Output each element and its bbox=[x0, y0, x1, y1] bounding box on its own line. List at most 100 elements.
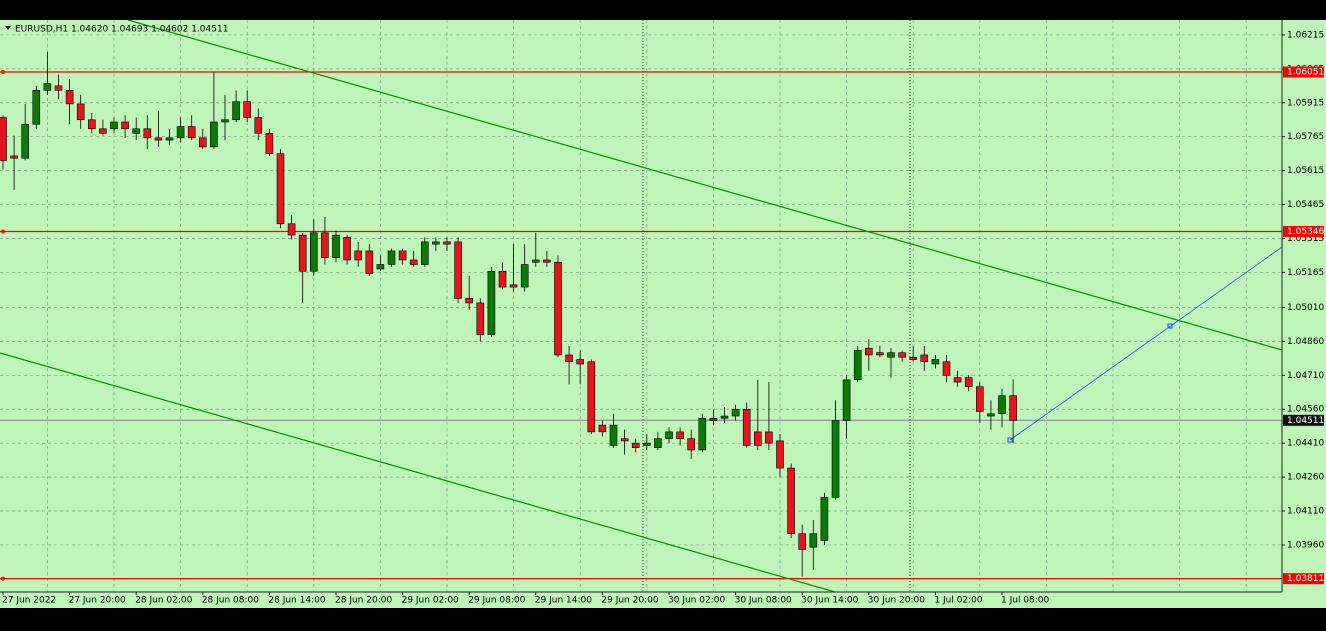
candle-body bbox=[210, 121, 218, 148]
x-tick-label: 30 Jun 20:00 bbox=[868, 596, 925, 606]
candle-body bbox=[853, 350, 862, 381]
candle-body bbox=[642, 442, 651, 446]
candle-body bbox=[454, 241, 462, 299]
candle-body bbox=[232, 101, 240, 121]
level-label: 1.04511 bbox=[1287, 416, 1324, 426]
candle-body bbox=[953, 377, 962, 383]
candle-body bbox=[409, 259, 418, 265]
candle-body bbox=[276, 153, 285, 225]
candle-body bbox=[631, 442, 640, 448]
candle-body bbox=[76, 103, 85, 121]
candle-body bbox=[898, 352, 906, 358]
level-anchor bbox=[1, 229, 5, 234]
candle-body bbox=[654, 438, 662, 448]
candle-body bbox=[687, 438, 696, 451]
candle-body bbox=[121, 121, 129, 130]
candle-body bbox=[975, 386, 984, 412]
candle-body bbox=[498, 270, 507, 288]
candle-body bbox=[887, 352, 895, 358]
x-tick-label: 29 Jun 08:00 bbox=[468, 596, 525, 606]
y-tick-label: 1.05010 bbox=[1287, 303, 1324, 313]
y-tick-label: 1.04860 bbox=[1287, 337, 1324, 347]
candle-body bbox=[531, 259, 540, 263]
candle-body bbox=[165, 137, 174, 141]
candle-body bbox=[520, 264, 529, 288]
candle-body bbox=[942, 361, 951, 376]
y-tick-label: 1.04110 bbox=[1287, 507, 1324, 517]
candle-body bbox=[487, 270, 496, 335]
candle-body bbox=[620, 438, 629, 442]
candle-body bbox=[543, 259, 551, 263]
candle-body bbox=[665, 431, 673, 439]
anchor bbox=[1167, 323, 1173, 329]
candle-body bbox=[509, 284, 518, 288]
candle-body bbox=[387, 250, 396, 265]
candle-body bbox=[920, 354, 929, 363]
candle-body bbox=[964, 377, 973, 387]
candle-body bbox=[776, 440, 784, 469]
candle-body bbox=[432, 241, 440, 245]
level-label-box bbox=[1283, 414, 1324, 426]
candle-body bbox=[321, 232, 329, 259]
candle-body bbox=[820, 497, 829, 541]
candle-body bbox=[676, 431, 684, 439]
y-tick-label: 1.05615 bbox=[1287, 166, 1324, 176]
candle-body bbox=[354, 250, 363, 261]
x-tick-label: 27 Jun 2022 bbox=[2, 596, 56, 606]
x-tick-label: 29 Jun 02:00 bbox=[402, 596, 459, 606]
candle-body bbox=[420, 241, 429, 265]
y-tick-label: 1.04410 bbox=[1287, 439, 1324, 449]
x-tick-label: 28 Jun 20:00 bbox=[335, 596, 392, 606]
background bbox=[0, 20, 1326, 608]
candle-body bbox=[154, 137, 163, 141]
candle-body bbox=[731, 408, 740, 417]
chart-title: EURUSD,H1 1.04620 1.04693 1.04602 1.0451… bbox=[15, 25, 228, 35]
x-tick-label: 30 Jun 02:00 bbox=[668, 596, 725, 606]
candle-body bbox=[576, 359, 585, 365]
y-tick-label: 1.05465 bbox=[1287, 200, 1324, 210]
candle-body bbox=[565, 354, 573, 363]
candle-body bbox=[88, 119, 96, 130]
candle-body bbox=[287, 223, 296, 236]
candle-body bbox=[720, 415, 729, 419]
candle-body bbox=[176, 126, 185, 139]
level-label-box bbox=[1283, 66, 1324, 78]
x-tick-label: 1 Jul 02:00 bbox=[934, 596, 983, 606]
top-bar bbox=[0, 0, 1326, 20]
candle-body bbox=[931, 359, 940, 365]
candle-body bbox=[365, 250, 374, 274]
level-label-box bbox=[1283, 573, 1324, 585]
candle-body bbox=[21, 123, 30, 159]
candle-body bbox=[199, 137, 207, 148]
candle-body bbox=[243, 101, 251, 118]
candle-body bbox=[809, 533, 818, 548]
candle-body bbox=[298, 234, 307, 272]
candle-body bbox=[10, 155, 18, 159]
candle-body bbox=[798, 533, 807, 550]
candle-body bbox=[864, 347, 873, 356]
x-tick-label: 29 Jun 20:00 bbox=[601, 596, 658, 606]
y-tick-label: 1.05765 bbox=[1287, 132, 1324, 142]
candle-body bbox=[254, 117, 263, 134]
y-tick-label: 1.04560 bbox=[1287, 405, 1324, 415]
x-tick-label: 30 Jun 14:00 bbox=[801, 596, 858, 606]
candle-body bbox=[698, 417, 707, 451]
candle-body bbox=[343, 237, 351, 261]
candle-body bbox=[376, 264, 385, 270]
level-label: 1.03811 bbox=[1287, 574, 1324, 584]
level-anchor bbox=[1, 70, 5, 75]
x-tick-label: 28 Jun 14:00 bbox=[268, 596, 325, 606]
candle-body bbox=[221, 119, 229, 123]
level-label-box bbox=[1283, 225, 1324, 237]
candle-body bbox=[309, 232, 318, 272]
candle-body bbox=[32, 90, 41, 125]
candle-body bbox=[554, 261, 562, 356]
candle-body bbox=[842, 379, 851, 421]
projection-line bbox=[1009, 246, 1282, 441]
candle-body bbox=[1009, 395, 1017, 421]
y-tick-label: 1.05315 bbox=[1287, 234, 1324, 244]
candle-body bbox=[398, 250, 407, 261]
labels: 1.062151.060651.059151.057651.056151.054… bbox=[1, 30, 1324, 606]
x-tick-label: 28 Jun 08:00 bbox=[202, 596, 259, 606]
candle-body bbox=[831, 420, 840, 498]
